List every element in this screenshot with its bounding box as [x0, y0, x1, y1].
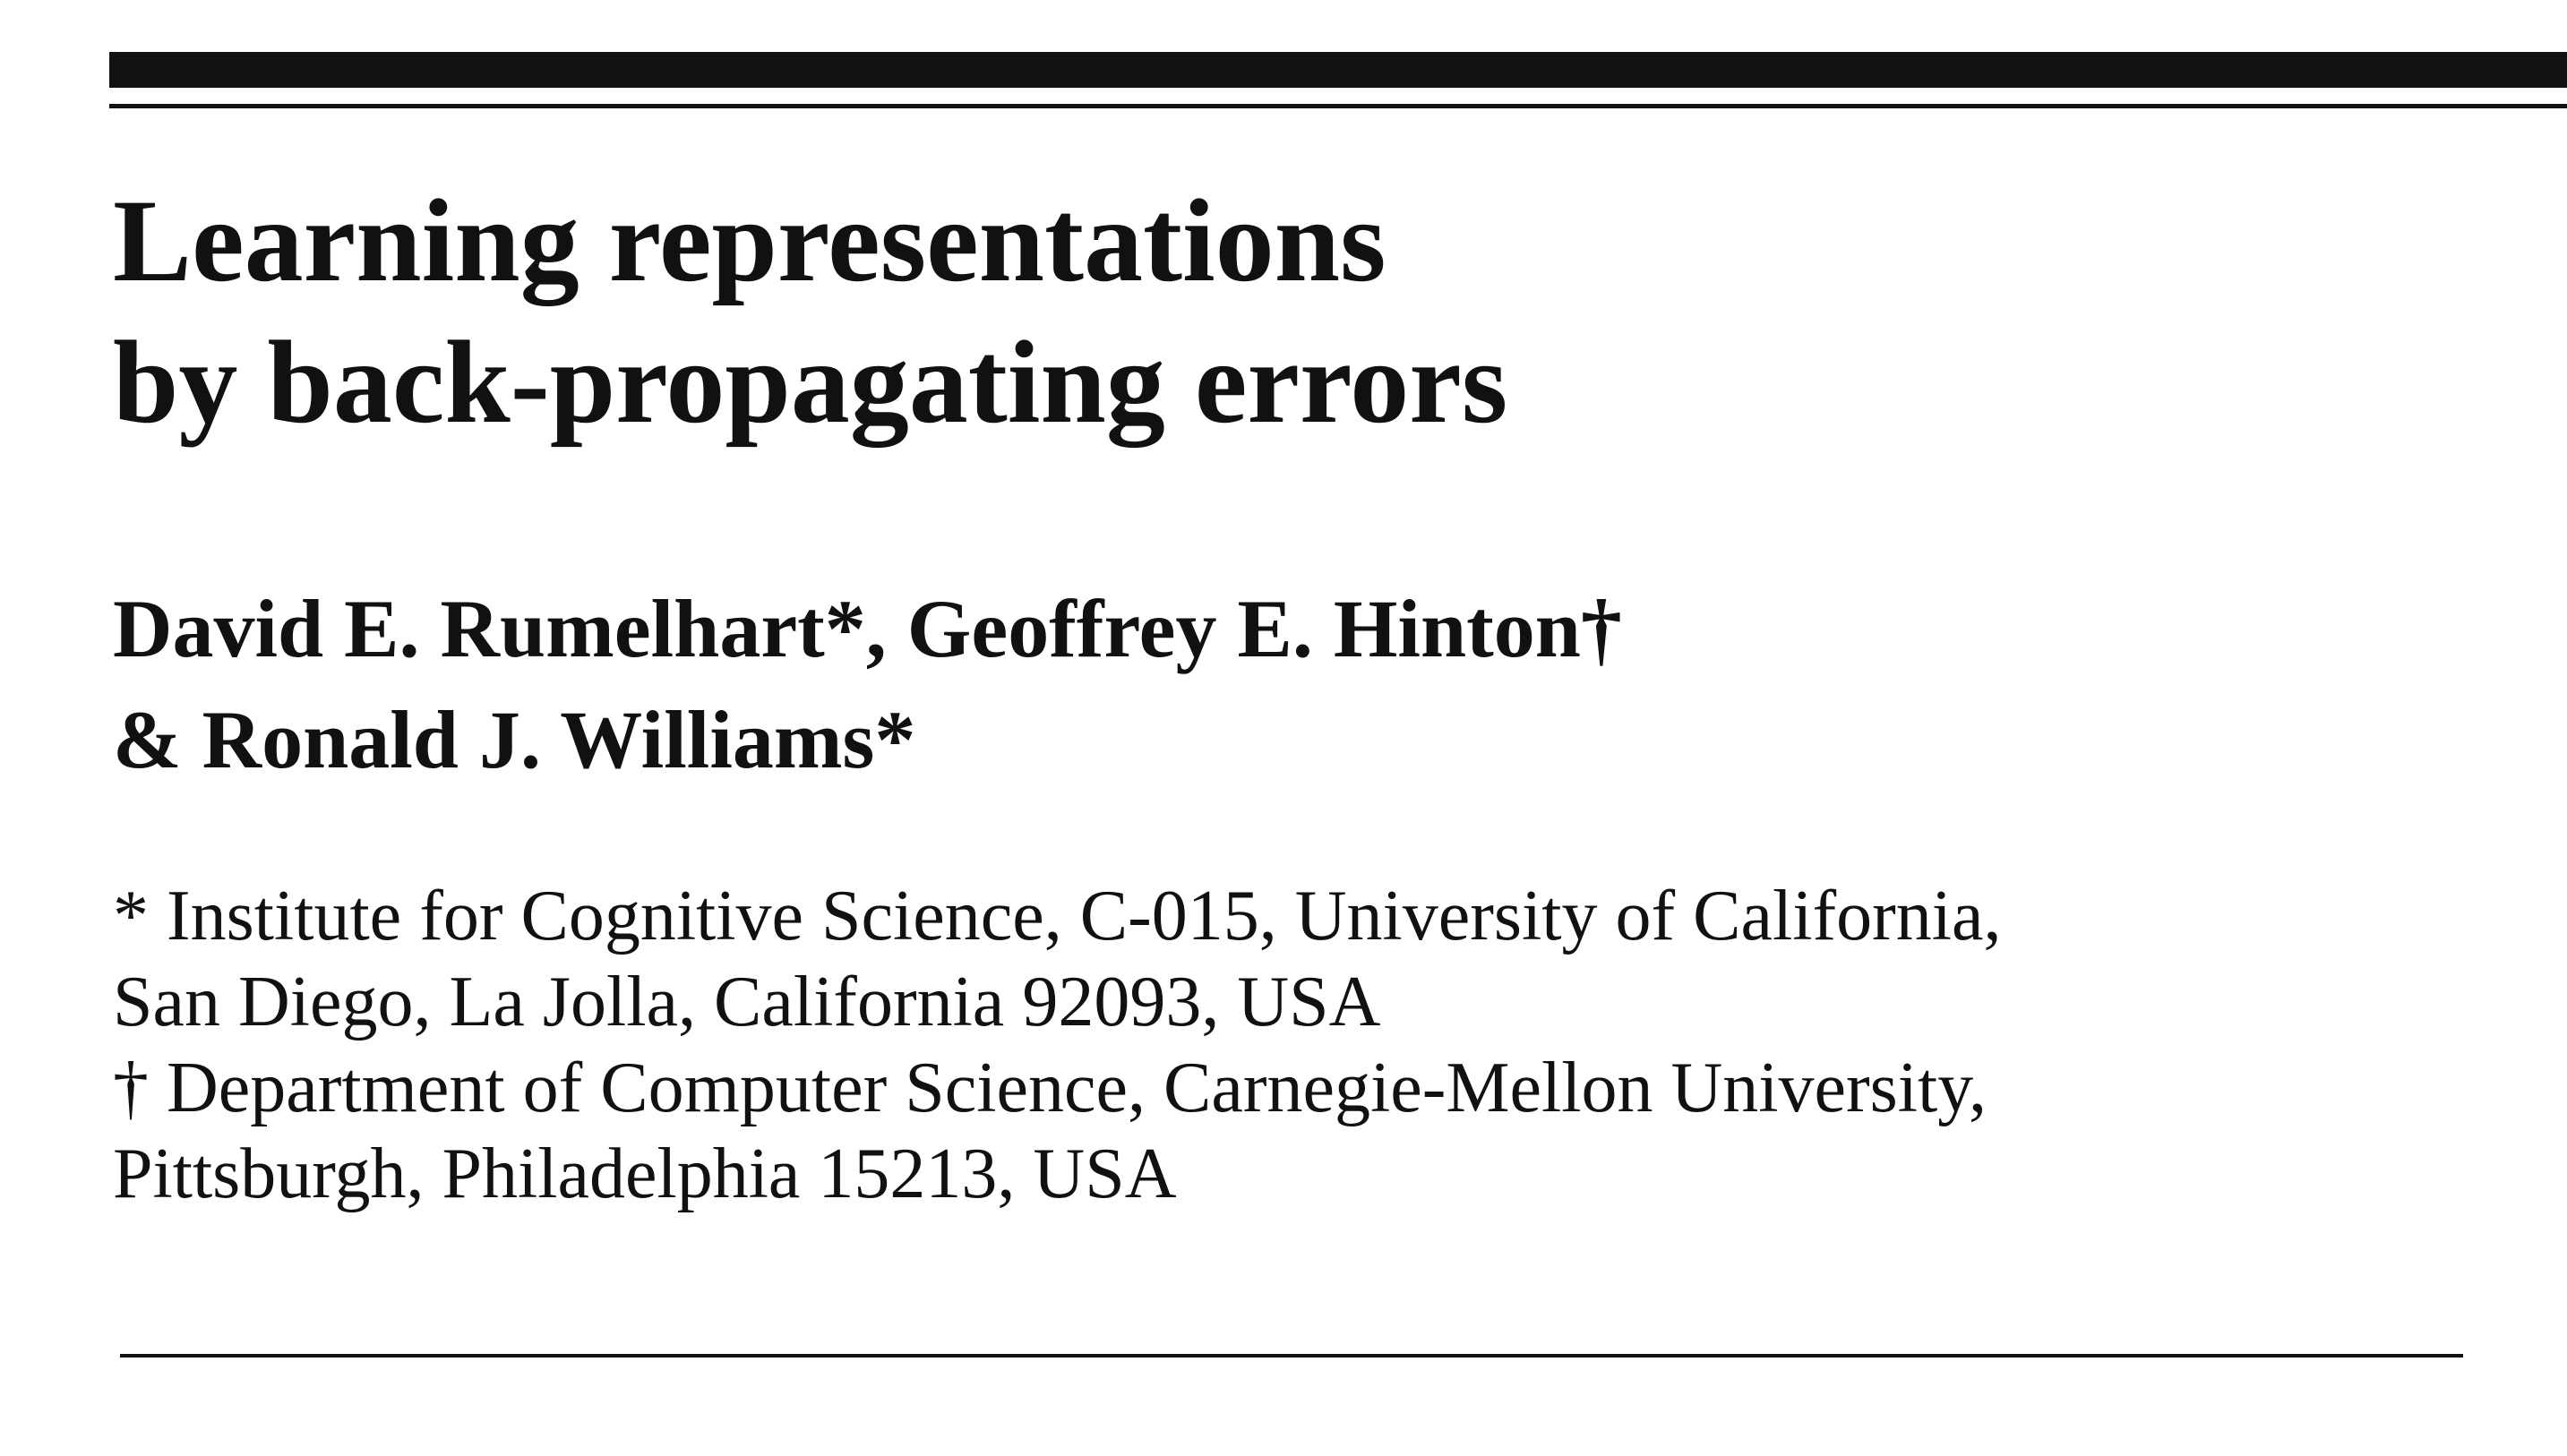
header-thick-rule: [109, 52, 2567, 88]
author-line-2: & Ronald J. Williams*: [113, 694, 916, 785]
affiliation-line-4: Pittsburgh, Philadelphia 15213, USA: [113, 1135, 1177, 1213]
author-list: David E. Rumelhart*, Geoffrey E. Hinton†…: [113, 573, 1622, 795]
header-thin-rule: [109, 104, 2567, 108]
affiliations: * Institute for Cognitive Science, C-015…: [113, 873, 2001, 1217]
affiliation-line-2: San Diego, La Jolla, California 92093, U…: [113, 963, 1381, 1041]
affiliation-line-3: † Department of Computer Science, Carneg…: [113, 1049, 1987, 1127]
paper-title: Learning representations by back-propaga…: [113, 170, 1507, 453]
paper-title-line-1: Learning representations: [113, 175, 1387, 306]
author-line-1: David E. Rumelhart*, Geoffrey E. Hinton†: [113, 583, 1622, 674]
footer-rule: [120, 1354, 2463, 1358]
affiliation-line-1: * Institute for Cognitive Science, C-015…: [113, 877, 2002, 955]
paper-title-line-2: by back-propagating errors: [113, 316, 1508, 448]
